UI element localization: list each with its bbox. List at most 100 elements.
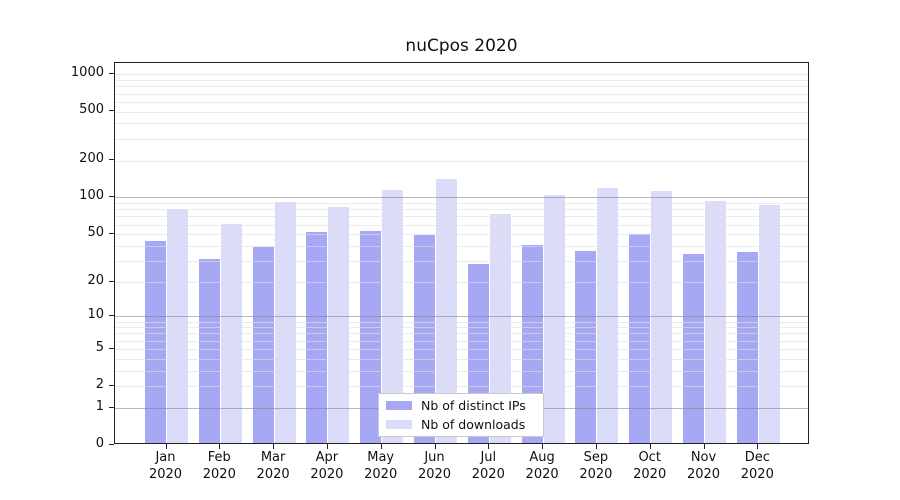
gridlines-layer <box>115 63 808 443</box>
gridline-100 <box>115 197 808 199</box>
y-tick-mark-20 <box>109 280 114 282</box>
gridline-400 <box>115 123 808 125</box>
y-tick-mark-2 <box>109 385 114 387</box>
y-tick-label-500: 500 <box>79 102 104 118</box>
legend-swatch-distinct-ips <box>386 401 412 410</box>
y-tick-label-100: 100 <box>79 188 104 204</box>
y-tick-label-5: 5 <box>95 339 104 355</box>
y-tick-mark-0 <box>109 444 114 445</box>
y-tick-label-1000: 1000 <box>70 65 104 81</box>
x-tick-label-aug: Aug 2020 <box>525 450 559 482</box>
gridline-80 <box>115 209 808 211</box>
gridline-300 <box>115 138 808 140</box>
bar-oct-ips <box>629 234 651 443</box>
y-tick-mark-100 <box>109 196 114 198</box>
bar-jun-downloads <box>436 179 457 443</box>
y-tick-label-1: 1 <box>95 398 104 414</box>
x-tick-mark-jan <box>165 444 167 449</box>
bar-jul-downloads <box>489 214 511 443</box>
x-tick-mark-dec <box>757 444 759 449</box>
bar-aug-downloads <box>543 195 565 443</box>
x-tick-mark-may <box>380 444 382 449</box>
gridline-700 <box>115 93 808 95</box>
x-tick-mark-mar <box>273 444 275 449</box>
legend-label-distinct-ips: Nb of distinct IPs <box>421 398 526 413</box>
y-tick-label-2: 2 <box>95 377 104 393</box>
x-tick-label-may: May 2020 <box>364 450 398 482</box>
x-tick-label-oct: Oct 2020 <box>633 450 667 482</box>
chart-title: nuCpos 2020 <box>405 36 518 56</box>
gridline-900 <box>115 80 808 81</box>
y-tick-label-200: 200 <box>79 151 104 167</box>
gridline-200 <box>115 160 808 162</box>
x-tick-label-jan: Jan 2020 <box>148 450 183 482</box>
legend-swatch-downloads <box>386 420 412 429</box>
bar-nov-ips <box>683 253 704 443</box>
y-tick-label-0: 0 <box>95 436 104 451</box>
x-tick-label-feb: Feb 2020 <box>202 450 236 482</box>
bar-dec-downloads <box>758 205 780 443</box>
bar-sep-ips <box>575 250 597 443</box>
gridline-600 <box>115 101 808 103</box>
bar-mar-ips <box>252 246 274 443</box>
bar-apr-downloads <box>328 206 350 443</box>
x-tick-label-jun: Jun 2020 <box>417 450 452 482</box>
x-tick-label-dec: Dec 2020 <box>740 450 774 482</box>
y-tick-mark-1 <box>109 406 114 408</box>
gridline-800 <box>115 86 808 88</box>
y-tick-mark-5 <box>109 347 114 349</box>
plot-area <box>114 62 809 444</box>
gridline-10 <box>115 316 808 318</box>
gridline-5 <box>115 348 808 350</box>
x-tick-label-nov: Nov 2020 <box>686 450 721 482</box>
gridline-6 <box>115 340 808 342</box>
y-tick-label-50: 50 <box>87 225 104 241</box>
gridline-70 <box>115 216 808 218</box>
bar-may-ips <box>360 231 382 443</box>
y-tick-mark-10 <box>109 315 114 317</box>
gridline-500 <box>115 111 808 113</box>
x-tick-label-mar: Mar 2020 <box>256 450 290 482</box>
y-tick-mark-50 <box>109 233 114 235</box>
gridline-9 <box>115 321 808 323</box>
y-tick-mark-500 <box>109 110 114 112</box>
legend: Nb of distinct IPs Nb of downloads <box>378 393 544 437</box>
x-tick-label-sep: Sep 2020 <box>579 450 613 482</box>
y-tick-mark-200 <box>109 159 114 161</box>
bar-dec-ips <box>736 252 758 443</box>
gridline-20 <box>115 281 808 283</box>
x-tick-label-apr: Apr 2020 <box>310 450 344 482</box>
x-tick-mark-apr <box>326 444 328 449</box>
x-tick-mark-jul <box>488 444 490 449</box>
gridline-90 <box>115 203 808 204</box>
gridline-1000 <box>115 74 808 76</box>
y-tick-label-10: 10 <box>87 307 104 323</box>
x-tick-mark-aug <box>542 444 544 449</box>
legend-label-downloads: Nb of downloads <box>421 417 526 432</box>
x-tick-mark-nov <box>703 444 705 449</box>
bar-sep-downloads <box>597 187 619 443</box>
bar-jan-ips <box>145 241 166 443</box>
gridline-60 <box>115 224 808 226</box>
x-tick-label-jul: Jul 2020 <box>471 450 505 482</box>
gridline-7 <box>115 333 808 335</box>
bar-jun-ips <box>414 235 435 443</box>
gridline-30 <box>115 260 808 262</box>
y-tick-mark-1000 <box>109 73 114 75</box>
x-tick-mark-jun <box>434 444 436 449</box>
bar-feb-ips <box>198 258 220 443</box>
gridline-3 <box>115 370 808 372</box>
bar-apr-ips <box>306 232 328 443</box>
legend-item-downloads: Nb of downloads <box>386 417 536 432</box>
bar-jan-downloads <box>167 208 188 443</box>
gridline-4 <box>115 358 808 360</box>
x-tick-mark-sep <box>595 444 597 449</box>
x-tick-mark-oct <box>649 444 651 449</box>
gridline-8 <box>115 327 808 329</box>
gridline-50 <box>115 234 808 236</box>
legend-item-distinct-ips: Nb of distinct IPs <box>386 398 536 413</box>
gridline-2 <box>115 386 808 388</box>
gridline-40 <box>115 245 808 247</box>
x-tick-mark-feb <box>219 444 221 449</box>
